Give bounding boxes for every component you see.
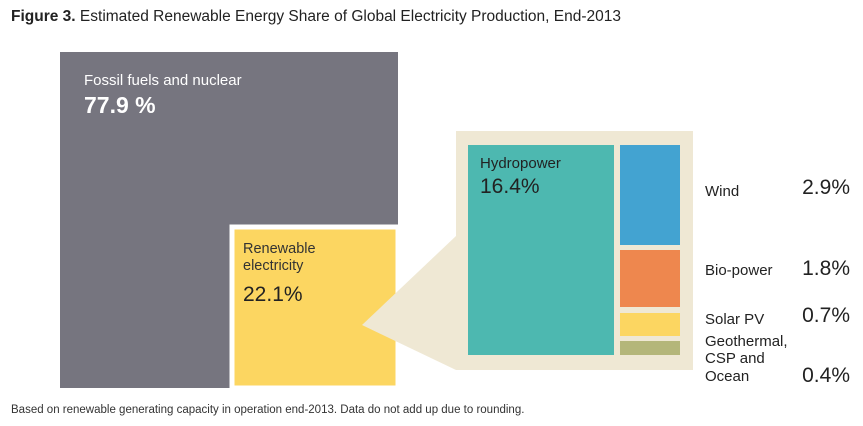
callout-connector: [362, 236, 456, 370]
bio-power-block: [620, 250, 680, 307]
fossil-label: Fossil fuels and nuclear: [84, 72, 242, 89]
wind-label: Wind: [705, 183, 740, 200]
geothermal-value: 0.4%: [802, 364, 850, 387]
solar-pv-value: 0.7%: [802, 304, 850, 327]
figure-label: Figure 3.: [11, 8, 76, 25]
bio-power-value: 1.8%: [802, 257, 850, 280]
chart-title: Figure 3. Estimated Renewable Energy Sha…: [11, 8, 621, 26]
wind-block: [620, 145, 680, 245]
geothermal-block: [620, 341, 680, 355]
figure-title: Estimated Renewable Energy Share of Glob…: [79, 8, 621, 25]
solar-pv-label: Solar PV: [705, 311, 765, 328]
footnote: Based on renewable generating capacity i…: [11, 404, 525, 416]
bio-power-label: Bio-power: [705, 262, 773, 279]
hydropower-value: 16.4%: [480, 175, 540, 198]
solar-pv-block: [620, 313, 680, 336]
geothermal-label: Geothermal, CSP and Ocean: [705, 333, 788, 385]
hydropower-block: [468, 145, 614, 355]
renewable-label: Renewable electricity: [243, 241, 316, 274]
renewable-value: 22.1%: [243, 283, 303, 306]
fossil-value: 77.9 %: [84, 92, 156, 118]
wind-value: 2.9%: [802, 176, 850, 199]
hydropower-label: Hydropower: [480, 155, 561, 172]
